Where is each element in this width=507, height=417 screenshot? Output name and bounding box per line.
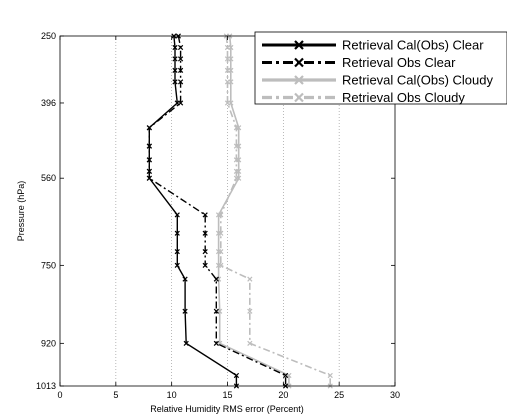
series-3-point-11 [215, 212, 222, 218]
y-tick-label-0: 250 [41, 31, 56, 41]
series-3-point-13 [215, 248, 222, 255]
legend-entry-4: Retrieval Obs Cloudy [262, 90, 465, 105]
legend-marker-1 [294, 40, 304, 50]
series-1-point-14 [174, 262, 180, 268]
series-4-point-17 [247, 340, 253, 346]
series-3-point-6 [236, 125, 242, 131]
series-1-point-2 [172, 56, 178, 62]
series-1-point-16 [182, 308, 188, 314]
legend-marker-4 [294, 92, 304, 103]
series-1-point-3 [172, 67, 178, 74]
series-4-point-16 [247, 308, 253, 314]
series-1-point-18 [233, 372, 240, 379]
series-1-point-6 [146, 125, 152, 131]
legend-label-3: Retrieval Cal(Obs) Cloudy [342, 73, 493, 88]
series-1-point-13 [174, 248, 180, 255]
legend-label-2: Retrieval Obs Clear [342, 55, 456, 70]
series-3-point-10 [236, 175, 242, 181]
legend-entry-2: Retrieval Obs Clear [262, 55, 456, 70]
series-line-4 [220, 35, 332, 386]
legend-label-1: Retrieval Cal(Obs) Clear [342, 38, 484, 53]
series-2-point-3 [177, 67, 184, 74]
series-3-point-4 [228, 79, 234, 85]
series-layer [146, 33, 333, 389]
series-1 [146, 33, 240, 389]
series-1-point-12 [174, 230, 180, 236]
series-3-point-7 [236, 143, 242, 149]
series-4-point-18 [327, 372, 333, 379]
series-2-point-1 [177, 44, 184, 51]
series-3-point-12 [215, 230, 222, 236]
series-1-point-7 [146, 143, 152, 149]
x-tick-label-2: 10 [167, 390, 177, 400]
series-3-point-14 [215, 262, 222, 268]
series-3-point-5 [228, 100, 234, 106]
y-tick-label-3: 750 [41, 260, 56, 270]
series-1-point-8 [146, 157, 152, 163]
y-tick-label-5: 1013 [36, 381, 56, 391]
x-axis-label: Relative Humidity RMS error (Percent) [150, 404, 304, 414]
legend-marker-2 [294, 57, 304, 68]
series-1-point-17 [183, 340, 189, 346]
axis-ticks: 0 5 10 15 20 25 30 250 396 560 750 920 1013 [36, 31, 400, 400]
series-1-point-4 [172, 79, 178, 85]
series-3-point-2 [228, 56, 234, 62]
y-tick-label-1: 396 [41, 98, 56, 108]
x-tick-label-1: 5 [113, 390, 118, 400]
legend-entry-3: Retrieval Cal(Obs) Cloudy [262, 73, 493, 88]
series-1-point-10 [146, 175, 152, 181]
series-2-point-15 [213, 276, 219, 282]
series-2-point-11 [202, 212, 208, 218]
y-axis-label: Pressure (hPa) [16, 181, 26, 242]
series-4-point-15 [247, 276, 253, 282]
legend: Retrieval Cal(Obs) Clear Retrieval Obs Cl… [254, 31, 507, 105]
series-3-point-8 [236, 157, 242, 163]
legend-entry-1: Retrieval Cal(Obs) Clear [262, 38, 484, 53]
series-line-3 [217, 35, 290, 386]
series-2-point-17 [213, 340, 219, 346]
x-tick-label-0: 0 [57, 390, 62, 400]
series-1-point-15 [182, 276, 188, 282]
series-2-point-18 [282, 372, 289, 379]
x-tick-label-4: 20 [278, 390, 288, 400]
series-2-point-2 [177, 56, 184, 62]
series-1-point-1 [172, 44, 178, 51]
legend-entries: Retrieval Cal(Obs) Clear Retrieval Obs Cl… [262, 38, 493, 105]
grid-lines [115, 36, 340, 386]
y-tick-label-4: 920 [41, 338, 56, 348]
x-tick-label-6: 30 [390, 390, 400, 400]
y-tick-label-2: 560 [41, 173, 56, 183]
legend-label-4: Retrieval Obs Cloudy [342, 90, 465, 105]
series-2-point-14 [202, 262, 208, 268]
series-2-point-13 [202, 248, 208, 255]
series-3-point-9 [236, 168, 242, 174]
series-line-1 [148, 35, 238, 386]
series-1-point-9 [146, 168, 152, 174]
legend-marker-3 [294, 75, 304, 85]
series-3-point-3 [228, 67, 234, 74]
x-tick-label-3: 15 [222, 390, 232, 400]
series-1-point-11 [174, 212, 180, 218]
series-2-point-16 [213, 308, 219, 314]
series-1-point-5 [174, 100, 180, 106]
x-tick-label-5: 25 [334, 390, 344, 400]
series-2-point-12 [202, 230, 208, 236]
series-3-point-1 [228, 44, 234, 51]
series-2-point-4 [177, 79, 184, 85]
